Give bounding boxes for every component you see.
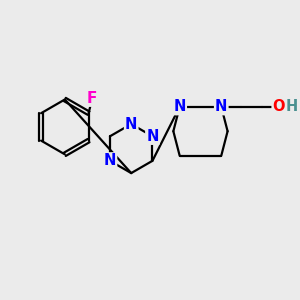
Text: N: N <box>146 129 159 144</box>
Text: N: N <box>125 116 137 131</box>
Text: N: N <box>215 99 227 114</box>
Text: N: N <box>104 153 116 168</box>
Text: N: N <box>173 99 186 114</box>
Text: O: O <box>272 99 285 114</box>
Text: F: F <box>86 91 97 106</box>
Text: H: H <box>286 99 298 114</box>
